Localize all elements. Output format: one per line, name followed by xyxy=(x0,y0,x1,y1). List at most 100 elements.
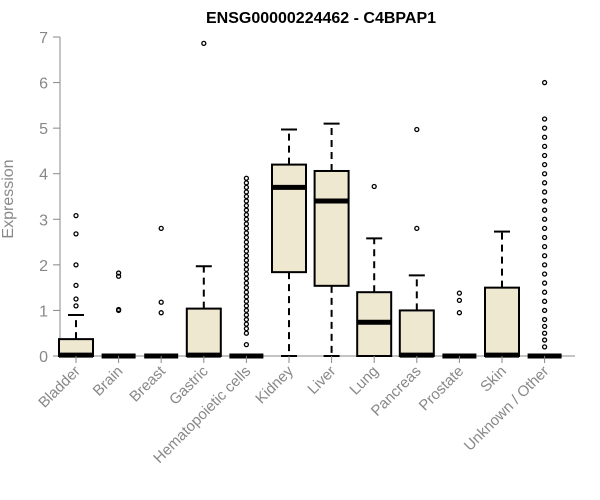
outlier-point xyxy=(243,257,250,263)
outlier-point xyxy=(243,284,250,291)
outlier-point xyxy=(158,225,164,232)
outlier-point xyxy=(243,193,250,200)
y-axis-ticks: 0 1 2 3 4 5 6 7 xyxy=(39,30,60,366)
box-body xyxy=(484,286,520,357)
x-tick-label: Prostate xyxy=(416,363,468,415)
box-gastric xyxy=(185,40,222,358)
outlier-point xyxy=(541,79,548,86)
outlier-point xyxy=(73,262,79,268)
x-tick-label: Brain xyxy=(90,363,127,400)
box-body xyxy=(313,169,350,287)
outlier-point xyxy=(541,337,548,343)
outlier-point xyxy=(541,243,548,250)
outlier-point xyxy=(371,183,377,190)
y-tick-label: 2 xyxy=(39,258,48,275)
outlier-point xyxy=(243,216,250,222)
outlier-point xyxy=(115,306,122,313)
outlier-point xyxy=(243,341,250,348)
box-body xyxy=(398,309,435,357)
outlier-point xyxy=(115,270,122,276)
box-skin xyxy=(484,230,520,358)
outlier-point xyxy=(243,221,250,227)
box-body xyxy=(185,307,222,357)
box-prostate xyxy=(442,290,477,359)
box-body xyxy=(271,163,307,274)
outlier-point xyxy=(541,316,548,323)
outlier-point xyxy=(73,303,79,309)
outlier-point xyxy=(243,294,250,300)
outlier-point xyxy=(243,330,250,336)
outlier-point xyxy=(243,230,250,236)
y-axis-label: Expression xyxy=(0,159,17,238)
outlier-point xyxy=(541,125,548,131)
outlier-point xyxy=(541,307,548,314)
outlier-point xyxy=(243,189,250,195)
outlier-point xyxy=(456,290,463,296)
outlier-point xyxy=(243,243,250,250)
box-unknown-other xyxy=(527,79,562,359)
outlier-point xyxy=(243,275,250,282)
outlier-point xyxy=(243,316,250,323)
outlier-point xyxy=(243,239,250,245)
outlier-point xyxy=(73,282,79,289)
box-pancreas xyxy=(398,126,435,358)
y-tick-label: 1 xyxy=(39,303,48,320)
x-tick-label: Lung xyxy=(346,363,382,399)
y-tick-label: 3 xyxy=(39,212,48,229)
outlier-point xyxy=(158,310,164,316)
outlier-point xyxy=(541,143,548,150)
outlier-point xyxy=(243,180,250,186)
outlier-point xyxy=(243,280,250,286)
outlier-point xyxy=(541,198,548,204)
outlier-point xyxy=(541,189,548,195)
outlier-point xyxy=(115,273,122,279)
outlier-point xyxy=(243,289,250,295)
outlier-point xyxy=(414,225,420,232)
outlier-point xyxy=(541,271,548,277)
outlier-point xyxy=(243,321,250,327)
outlier-point xyxy=(243,184,250,191)
outlier-point xyxy=(243,303,250,309)
outlier-point xyxy=(243,207,250,213)
y-tick-label: 0 xyxy=(39,349,48,366)
box-bladder xyxy=(58,212,94,358)
outlier-point xyxy=(541,262,548,268)
x-tick-label: Skin xyxy=(477,363,510,396)
box-hematopoietic-cells xyxy=(229,175,264,359)
outlier-point xyxy=(541,234,548,241)
x-tick-label: Liver xyxy=(304,363,339,398)
outlier-point xyxy=(243,225,250,232)
outlier-point xyxy=(541,298,548,304)
y-tick-label: 6 xyxy=(39,76,48,93)
outlier-point xyxy=(243,175,250,181)
outlier-point xyxy=(243,271,250,277)
outlier-point xyxy=(243,326,250,332)
x-tick-label: Kidney xyxy=(252,362,297,407)
outlier-point xyxy=(541,171,548,177)
outlier-point xyxy=(243,198,250,204)
outlier-point xyxy=(541,344,548,350)
outlier-point xyxy=(541,330,548,336)
outlier-point xyxy=(541,216,548,222)
outlier-point xyxy=(414,126,420,133)
outlier-point xyxy=(243,266,250,273)
outlier-point xyxy=(541,161,548,168)
outlier-point xyxy=(541,225,548,232)
y-tick-label: 7 xyxy=(39,30,48,47)
plot-area xyxy=(58,40,562,359)
box-lung xyxy=(356,183,393,358)
outlier-point xyxy=(541,253,548,259)
outlier-point xyxy=(73,296,79,302)
outlier-point xyxy=(456,310,463,316)
outlier-point xyxy=(243,212,250,218)
box-kidney xyxy=(271,128,307,357)
outlier-point xyxy=(73,212,79,219)
outlier-point xyxy=(201,40,207,47)
box-breast xyxy=(144,225,179,359)
outlier-point xyxy=(243,307,250,314)
outlier-point xyxy=(541,116,548,122)
outlier-point xyxy=(243,253,250,259)
outlier-point xyxy=(73,231,79,237)
